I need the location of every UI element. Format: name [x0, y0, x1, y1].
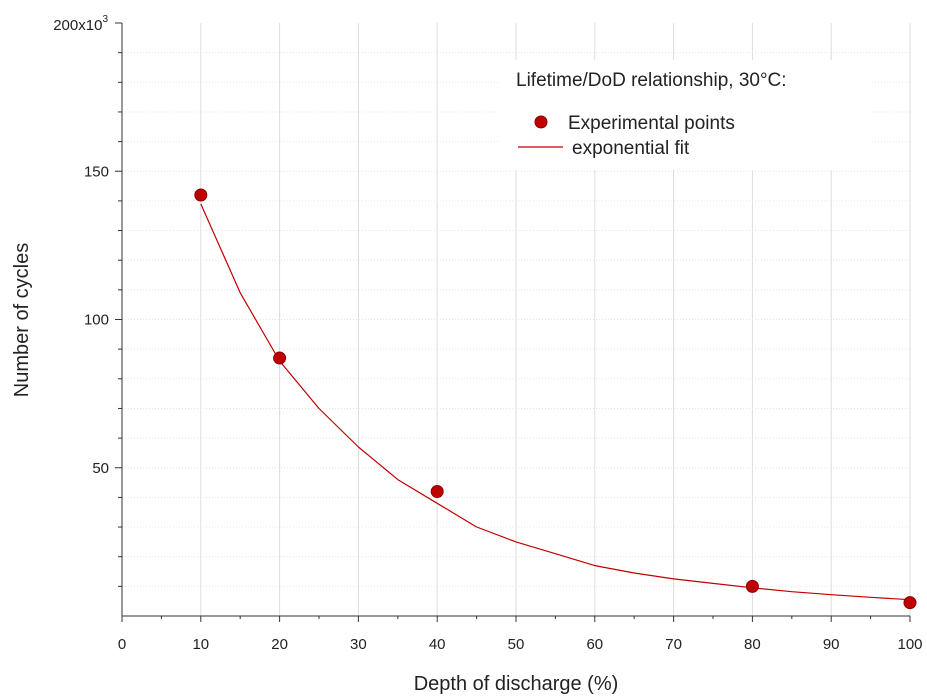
chart-annotation: Lifetime/DoD relationship, 30°C: — [516, 70, 787, 91]
legend-label-exponential-fit: exponential fit — [572, 138, 690, 159]
y-ticks: 50 100 150 — [84, 22, 122, 587]
legend-marker-experimental-points — [534, 115, 548, 129]
y-tick-label: 150 — [84, 163, 109, 180]
legend: Experimental points exponential fit — [518, 113, 735, 159]
experimental-point — [194, 188, 208, 202]
x-tick-label: 30 — [350, 636, 367, 653]
x-tick-label: 50 — [508, 636, 525, 653]
series — [194, 188, 917, 610]
x-axis-title: Depth of discharge (%) — [414, 673, 619, 695]
y-axis-title: Number of cycles — [11, 243, 33, 398]
exponential-fit-line — [200, 203, 911, 601]
y-top-label: 200x103 — [53, 14, 108, 34]
x-tick-label: 40 — [429, 636, 446, 653]
x-tick-label: 10 — [192, 636, 209, 653]
experimental-point — [430, 484, 444, 498]
x-tick-label: 80 — [744, 636, 761, 653]
y-top-label-exponent: 3 — [102, 14, 108, 25]
experimental-point — [273, 351, 287, 365]
experimental-point — [903, 596, 917, 610]
x-tick-label: 60 — [586, 636, 603, 653]
x-tick-label: 70 — [665, 636, 682, 653]
annotation-backdrop — [500, 60, 870, 170]
x-tick-label: 100 — [897, 636, 922, 653]
x-tick-label: 90 — [823, 636, 840, 653]
x-tick-label: 0 — [118, 636, 126, 653]
y-top-label-base: 200x10 — [53, 17, 102, 34]
y-tick-label: 50 — [92, 460, 109, 477]
x-tick-label: 20 — [271, 636, 288, 653]
x-ticks: 0 10 20 30 40 50 60 70 80 90 100 — [118, 616, 923, 653]
y-tick-label: 100 — [84, 312, 109, 329]
experimental-point — [745, 579, 759, 593]
legend-label-experimental-points: Experimental points — [568, 113, 735, 134]
